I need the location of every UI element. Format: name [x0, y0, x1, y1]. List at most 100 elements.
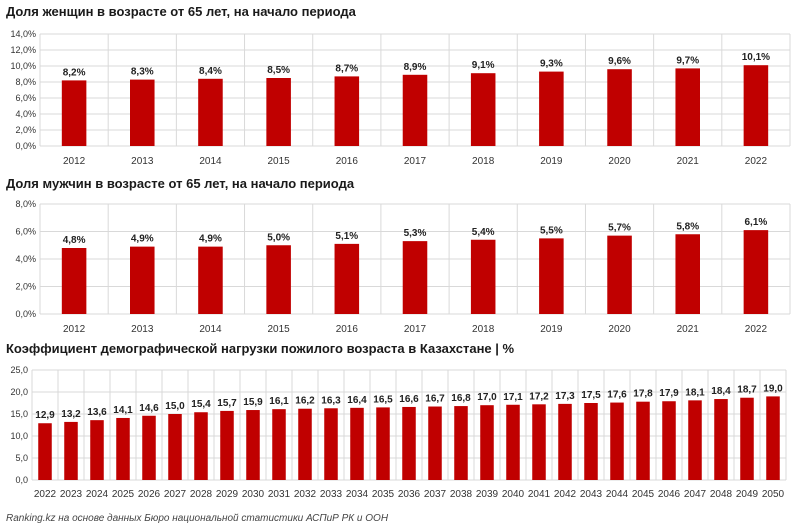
source-note: Ranking.kz на основе данных Бюро национа… — [6, 513, 389, 524]
bar — [470, 239, 496, 314]
data-label: 15,0 — [165, 401, 185, 412]
bar — [266, 78, 291, 146]
bar — [194, 412, 208, 480]
bar — [539, 238, 564, 314]
x-tick-label: 2044 — [606, 489, 629, 500]
data-label: 17,8 — [633, 389, 653, 400]
bar — [142, 415, 156, 480]
data-label: 8,4% — [199, 66, 222, 77]
data-label: 8,2% — [63, 67, 86, 78]
bar — [532, 404, 546, 480]
y-tick-label: 14,0% — [10, 29, 36, 39]
data-label: 16,2 — [295, 396, 315, 407]
bar — [506, 404, 520, 480]
data-label: 17,5 — [581, 390, 601, 401]
data-label: 15,7 — [217, 398, 237, 409]
data-label: 17,6 — [607, 390, 627, 401]
bar — [558, 403, 572, 480]
y-tick-label: 8,0% — [15, 199, 36, 209]
bar — [266, 245, 291, 314]
data-label: 13,2 — [61, 409, 81, 420]
bar — [402, 241, 428, 314]
bar — [539, 71, 564, 146]
bar — [675, 68, 700, 146]
bar — [116, 417, 130, 480]
data-label: 16,5 — [373, 394, 393, 405]
bar — [584, 403, 598, 480]
x-tick-label: 2019 — [540, 324, 563, 335]
chart-title-dependency: Коэффициент демографической нагрузки пож… — [6, 341, 515, 356]
x-tick-label: 2035 — [372, 489, 395, 500]
y-tick-label: 25,0 — [10, 365, 28, 375]
x-tick-label: 2045 — [632, 489, 655, 500]
x-tick-label: 2039 — [476, 489, 499, 500]
x-tick-label: 2020 — [608, 324, 631, 335]
chart-title-men: Доля мужчин в возрасте от 65 лет, на нач… — [6, 176, 355, 191]
y-tick-label: 8,0% — [15, 77, 36, 87]
data-label: 17,1 — [503, 392, 523, 403]
data-label: 8,9% — [404, 62, 427, 73]
data-label: 5,8% — [676, 221, 699, 232]
y-tick-label: 12,0% — [10, 45, 36, 55]
data-label: 18,1 — [685, 387, 705, 398]
x-tick-label: 2013 — [131, 324, 154, 335]
x-tick-label: 2012 — [63, 324, 86, 335]
x-tick-label: 2018 — [472, 156, 495, 167]
y-tick-label: 10,0% — [10, 61, 36, 71]
x-tick-label: 2043 — [580, 489, 603, 500]
data-label: 14,1 — [113, 405, 133, 416]
x-tick-label: 2024 — [86, 489, 109, 500]
y-tick-label: 4,0% — [15, 109, 36, 119]
x-tick-label: 2050 — [762, 489, 785, 500]
data-label: 5,4% — [472, 227, 495, 238]
data-label: 4,8% — [63, 235, 86, 246]
x-tick-label: 2017 — [404, 324, 427, 335]
x-tick-label: 2018 — [472, 324, 495, 335]
data-label: 18,7 — [737, 385, 757, 396]
x-tick-label: 2022 — [745, 324, 768, 335]
bar — [607, 235, 632, 314]
data-label: 16,6 — [399, 394, 419, 405]
bar — [688, 400, 702, 480]
bar — [198, 246, 223, 314]
x-tick-label: 2013 — [131, 156, 154, 167]
bar — [610, 402, 624, 480]
x-tick-label: 2047 — [684, 489, 707, 500]
y-tick-label: 2,0% — [15, 125, 36, 135]
bar — [675, 234, 700, 314]
bar — [402, 406, 416, 480]
bar — [766, 396, 780, 480]
x-tick-label: 2040 — [502, 489, 525, 500]
bar — [428, 406, 442, 480]
x-tick-label: 2027 — [164, 489, 187, 500]
data-label: 16,1 — [269, 396, 289, 407]
bar — [198, 78, 223, 146]
bar — [324, 408, 338, 480]
data-label: 9,1% — [472, 60, 495, 71]
bar — [334, 76, 360, 146]
data-label: 15,9 — [243, 397, 263, 408]
x-tick-label: 2022 — [745, 156, 768, 167]
data-label: 19,0 — [763, 383, 783, 394]
x-tick-label: 2046 — [658, 489, 681, 500]
bar — [90, 420, 104, 480]
x-tick-label: 2016 — [336, 156, 359, 167]
bar — [272, 409, 286, 480]
y-tick-label: 15,0 — [10, 409, 28, 419]
data-label: 9,6% — [608, 56, 631, 67]
data-label: 12,9 — [35, 410, 55, 421]
bar — [740, 397, 754, 480]
bar — [480, 405, 494, 480]
bar — [64, 421, 78, 480]
data-label: 17,3 — [555, 391, 575, 402]
data-label: 8,5% — [267, 65, 290, 76]
bar — [636, 401, 650, 480]
y-tick-label: 6,0% — [15, 93, 36, 103]
y-tick-label: 4,0% — [15, 254, 36, 264]
data-label: 15,4 — [191, 399, 211, 410]
y-tick-label: 0,0 — [15, 475, 28, 485]
bar — [376, 407, 390, 480]
data-label: 17,2 — [529, 391, 549, 402]
